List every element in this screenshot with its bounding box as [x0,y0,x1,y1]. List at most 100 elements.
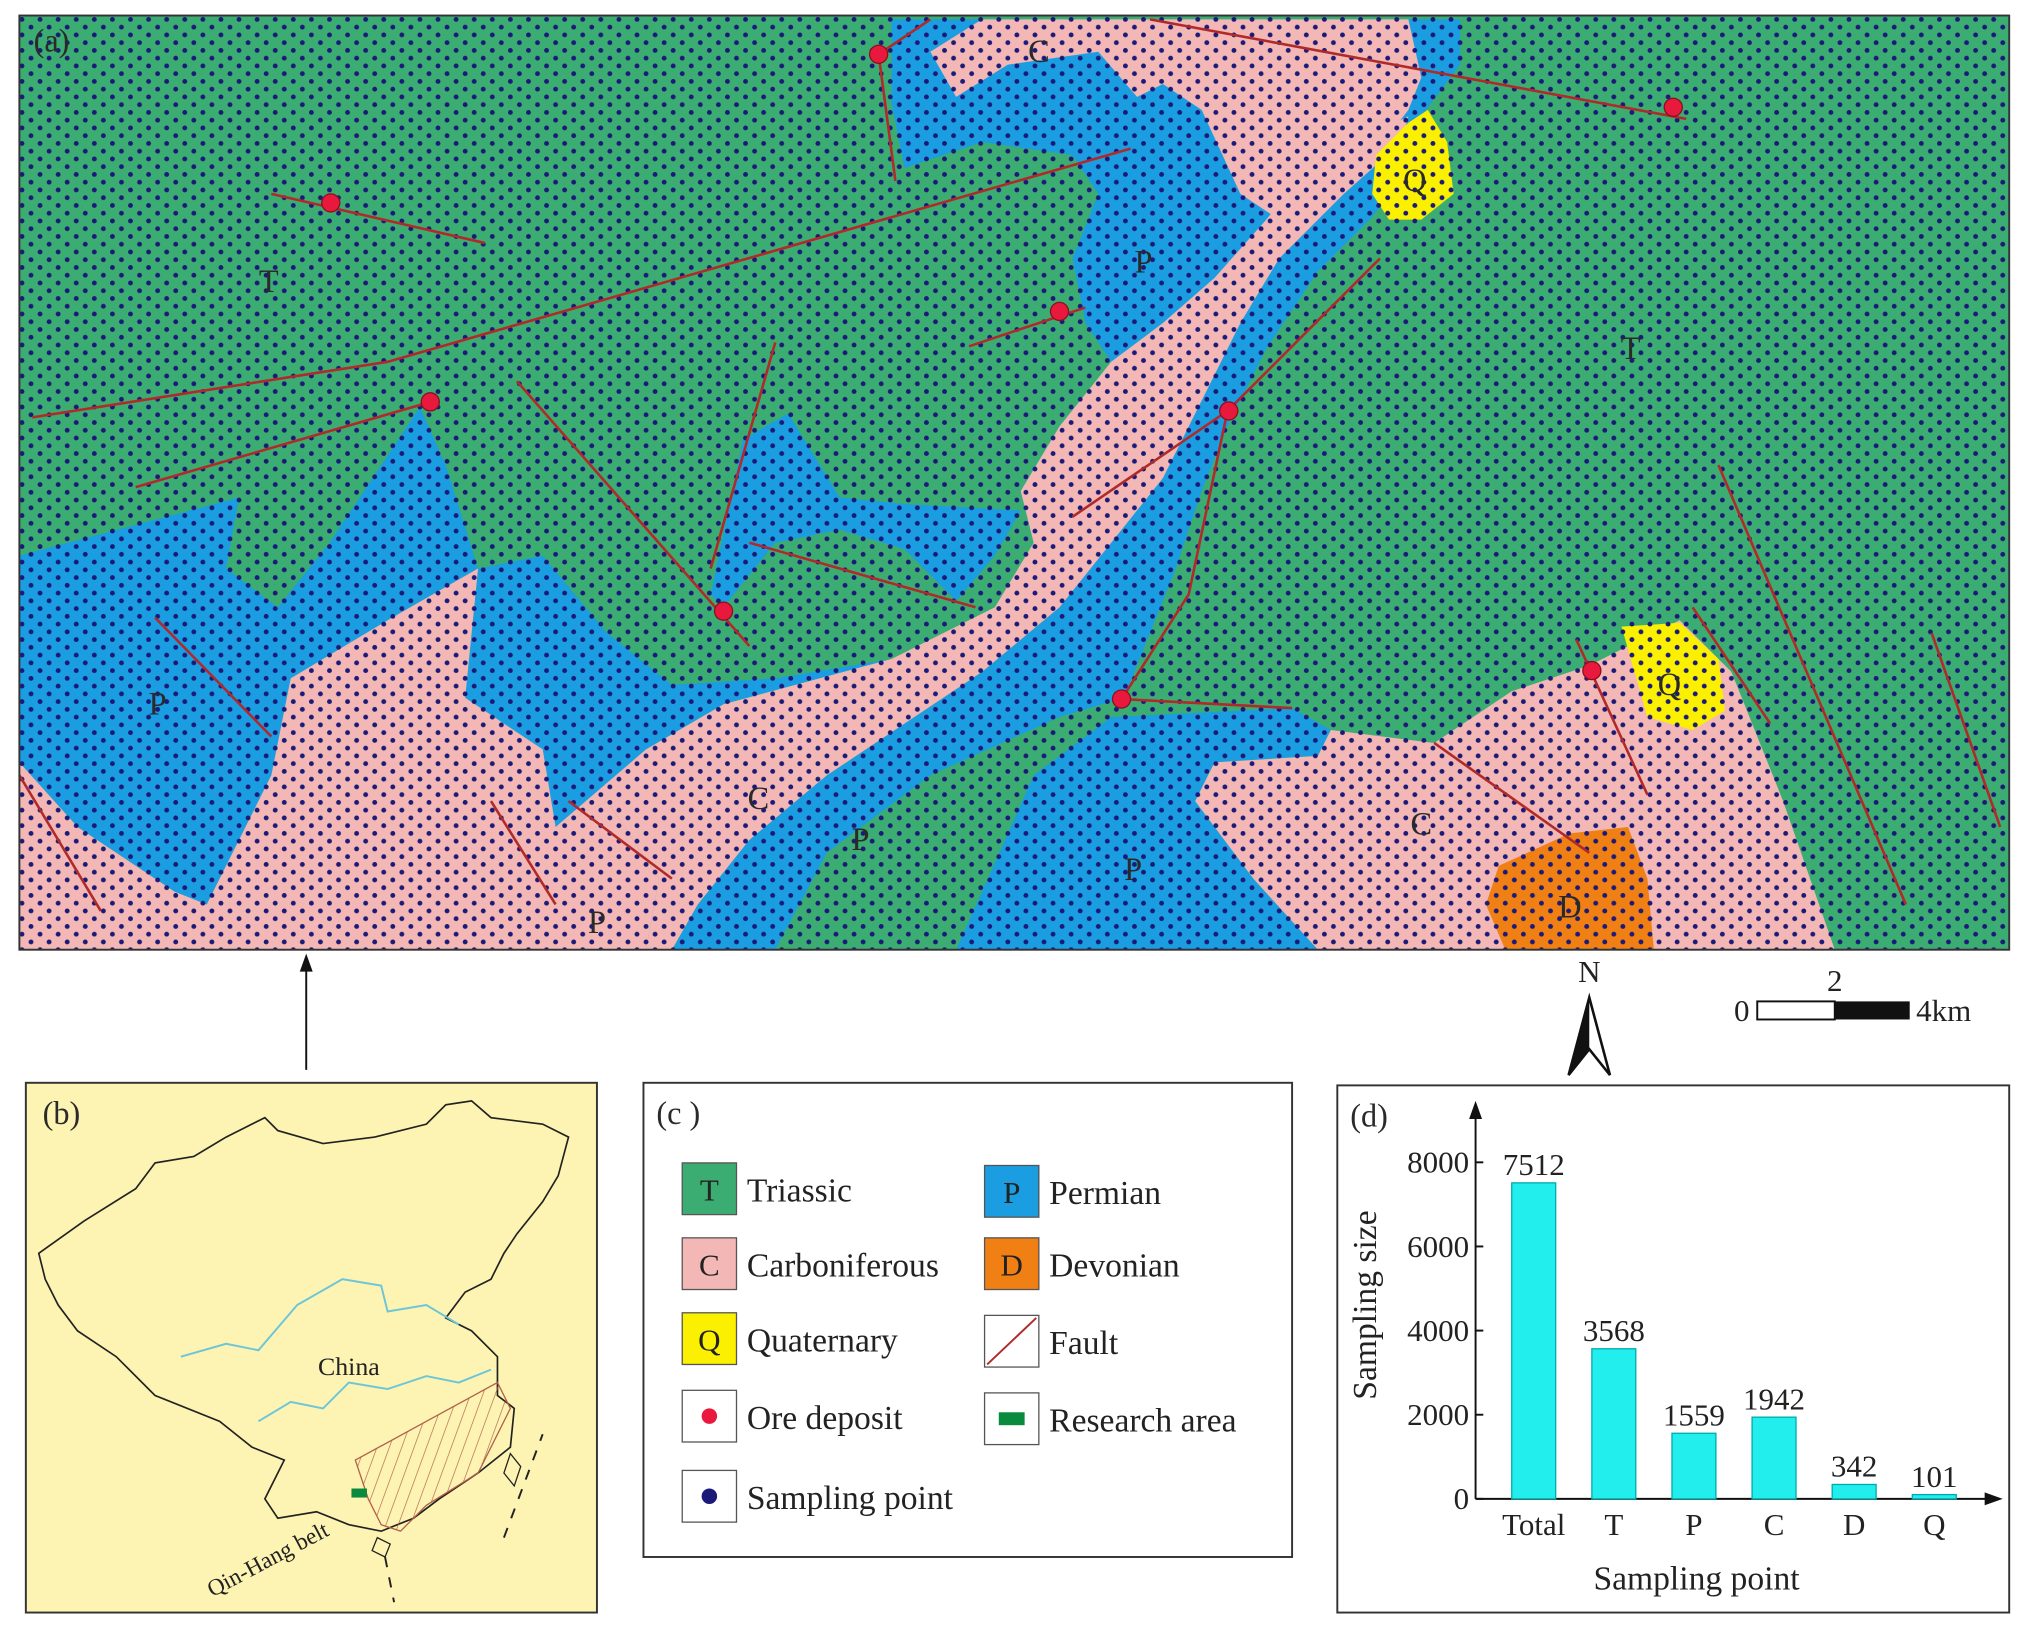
y-tick-label: 6000 [1407,1229,1469,1264]
x-tick-label: Total [1502,1507,1565,1542]
legend-label: Triassic [747,1173,852,1210]
legend-symbol: C [699,1247,720,1282]
legend-swatch [681,1312,738,1366]
legend-symbol: D [1001,1247,1023,1282]
legend-ore [701,1408,718,1424]
ore-deposit [868,44,889,64]
inset-panel [24,1081,598,1614]
boundary-dashes [384,1433,544,1603]
value-label: 342 [1831,1449,1878,1484]
ore-deposit [1219,401,1239,421]
x-tick-label: T [1604,1507,1623,1542]
unit-label: C [1028,33,1050,69]
unit-label: P [149,686,167,722]
china-outline [37,1099,570,1533]
panel-label: (a) [34,23,70,59]
unit-label: P [588,904,606,940]
unit-label: P [1124,851,1142,887]
panel-label: (b) [43,1095,81,1131]
legend-label: Permian [1049,1175,1161,1212]
locator-arrow [299,953,313,972]
scale-label: 4km [1916,993,1971,1028]
unit-label: T [259,263,279,299]
scale-bar [1834,1001,1910,1020]
legend-swatch [681,1162,738,1216]
legend-label: Quaternary [747,1323,898,1360]
ore-deposit [1111,689,1132,709]
y-tick-label: 4000 [1407,1313,1469,1348]
value-label: 3568 [1583,1313,1645,1348]
legend-label: Research area [1049,1403,1236,1440]
unit-label: Q [1403,162,1426,198]
bar [1911,1493,1957,1500]
x-tick-label: P [1685,1507,1702,1542]
unit-label: C [748,780,770,816]
bar [1511,1182,1557,1500]
research-area [351,1488,367,1498]
map-frame [18,14,2011,951]
x-tick-label: D [1843,1507,1865,1542]
sampling-points [19,15,2010,950]
unit-label: P [852,821,870,857]
legend-research [998,1412,1025,1426]
bar [1671,1432,1717,1500]
legend-label: Fault [1049,1325,1119,1362]
unit-label: P [1135,244,1153,280]
legend-symbol: P [1003,1175,1020,1210]
value-label: 1942 [1743,1381,1805,1416]
legend-label: Ore deposit [747,1400,903,1437]
legend-swatch [983,1237,1040,1291]
legend-symbol: T [700,1172,719,1207]
y-tick-label: 0 [1454,1481,1470,1516]
legend-panel [642,1081,1294,1558]
legend-label: Carboniferous [747,1248,939,1285]
ore-deposit [321,193,341,213]
ore-deposit [1049,301,1070,322]
panel-label: (c ) [656,1095,700,1131]
ore-deposits [321,44,1683,709]
x-axis-arrow [1984,1492,2003,1506]
qin-hang-belt [354,1381,512,1532]
legend: T Triassic P Permian C Carboniferous D D… [681,1162,1237,1523]
legend-symbol: Q [698,1322,720,1357]
y-axis-arrow [1469,1100,1483,1119]
x-axis-title: Sampling point [1593,1560,1800,1597]
unit-label: C [1411,806,1433,842]
legend-label: Sampling point [747,1480,954,1517]
ore-deposit [1582,660,1602,681]
chart-panel [1336,1084,2011,1614]
legend-sampling [701,1488,718,1505]
country-label: China [318,1352,380,1381]
geologic-map [19,15,2010,950]
north-label: N [1578,954,1600,989]
ore-deposit [420,392,440,412]
bar [1591,1348,1637,1500]
legend-swatch [983,1164,1040,1218]
unit-label: T [1621,330,1641,366]
x-tick-label: Q [1923,1507,1945,1542]
value-label: 7512 [1503,1147,1565,1182]
legend-fault [986,1317,1037,1366]
scale-bar [1756,1000,1836,1021]
bar [1831,1483,1877,1500]
ore-deposit [713,601,734,621]
value-label: 101 [1911,1459,1958,1494]
scale-label: 0 [1734,993,1750,1028]
unit-label: Q [1658,666,1681,702]
value-label: 1559 [1663,1398,1725,1433]
rivers [180,1278,492,1423]
legend-swatch [681,1237,738,1291]
unit-label: D [1558,888,1581,924]
y-tick-label: 8000 [1407,1145,1469,1180]
legend-swatch [681,1469,738,1523]
y-axis-title: Sampling size [1347,1210,1384,1399]
ore-deposit [1663,97,1683,117]
bar [1751,1416,1797,1500]
legend-label: Devonian [1049,1248,1180,1285]
x-tick-label: C [1764,1507,1785,1542]
y-tick-label: 2000 [1407,1397,1469,1432]
panel-label: (d) [1350,1098,1388,1134]
